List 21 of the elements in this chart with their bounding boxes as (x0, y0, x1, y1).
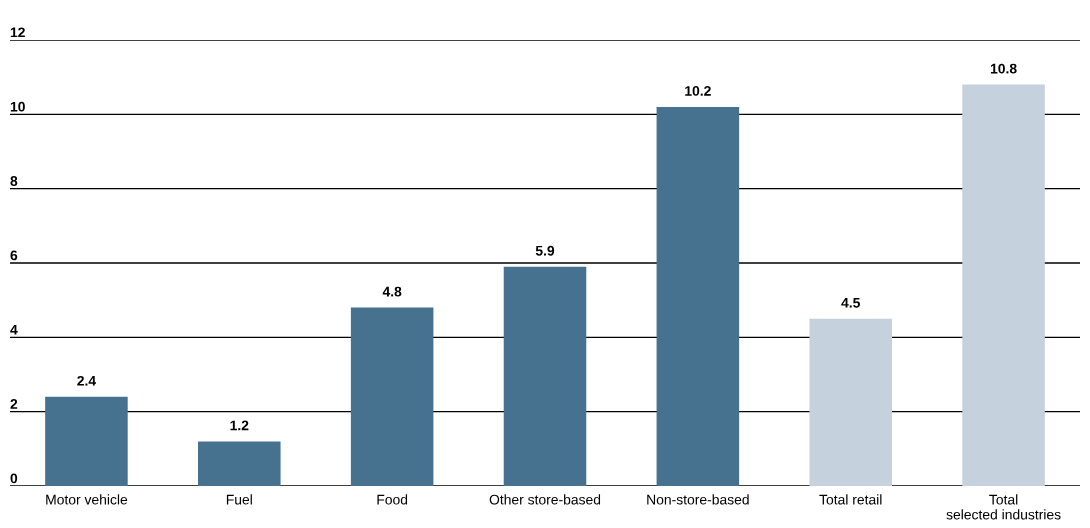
y-tick-label: 10 (10, 101, 25, 112)
data-label: 10.8 (990, 63, 1017, 74)
y-tick-label: 12 (10, 27, 25, 38)
x-tick-label: Total selected industries (946, 494, 1061, 520)
x-tick-label: Total retail (819, 494, 882, 505)
data-label: 4.5 (841, 297, 860, 308)
y-tick-label: 2 (10, 399, 18, 409)
x-tick-label: Other store-based (489, 494, 601, 505)
data-label: 5.9 (535, 245, 555, 256)
data-label: 2.4 (77, 375, 97, 386)
x-tick-label: Food (377, 494, 408, 505)
y-tick-label: 6 (10, 250, 18, 261)
y-tick-label: 8 (10, 176, 18, 186)
x-tick-label: Fuel (226, 494, 252, 505)
x-tick-label: Non-store-based (647, 494, 749, 505)
data-label: 10.2 (685, 85, 711, 96)
data-label: 1.2 (230, 420, 249, 431)
y-tick-label: 4 (10, 324, 18, 335)
x-tick-label: Motor vehicle (46, 494, 128, 505)
y-tick-label: 0 (10, 473, 18, 484)
data-label: 4.8 (382, 286, 402, 297)
